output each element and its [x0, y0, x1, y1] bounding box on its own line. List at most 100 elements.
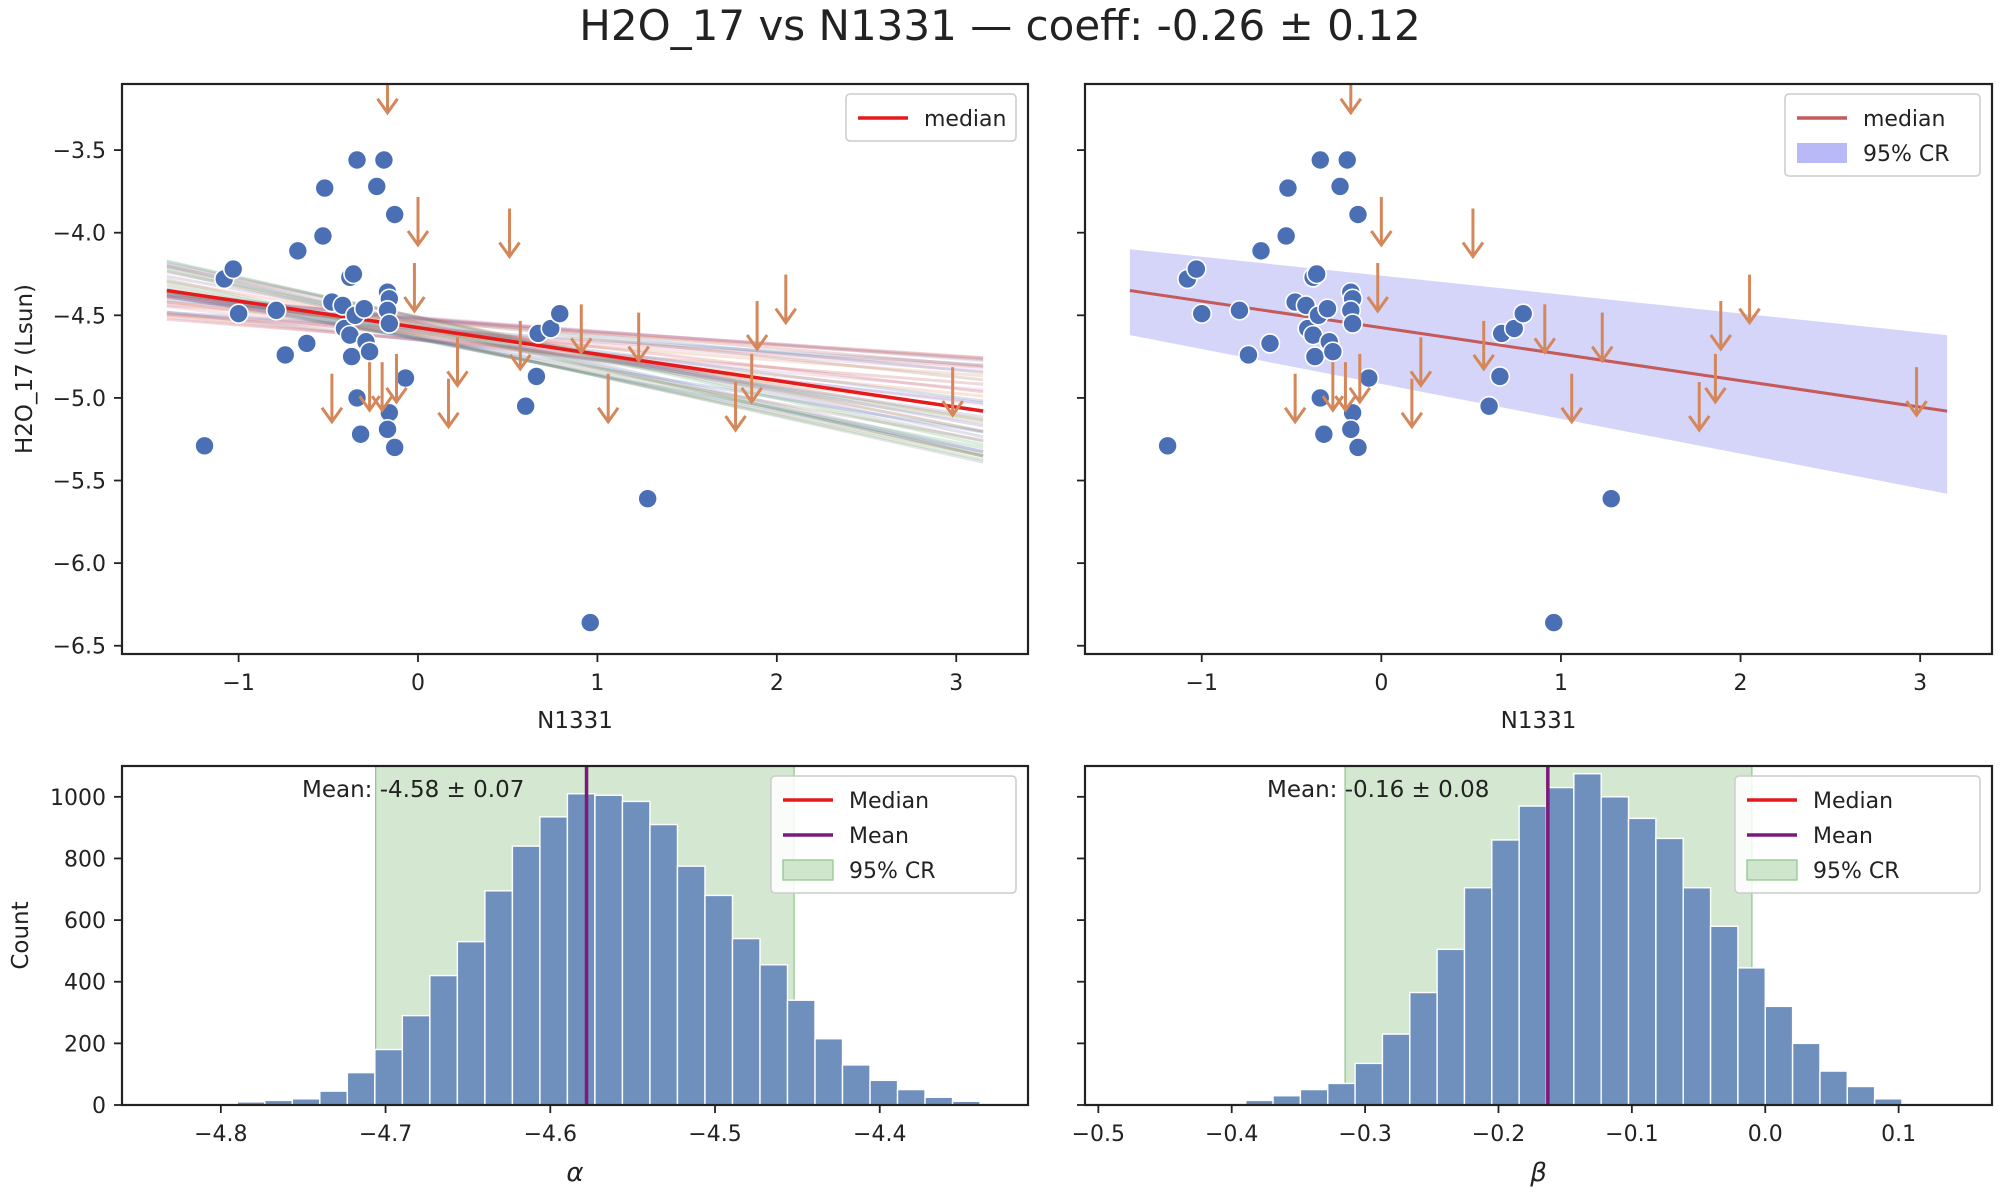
detection-point: [1329, 176, 1351, 197]
posterior-sample-line: [166, 264, 984, 434]
detection-point: [515, 395, 536, 417]
histogram-bar: [786, 999, 816, 1106]
top-right-xtick-label: 1: [1554, 671, 1568, 696]
histogram-bar: [1381, 1033, 1411, 1106]
upper-limit-arrow-head: [385, 387, 408, 405]
detection-point: [379, 313, 400, 334]
bottom-left-ylabel: Count: [8, 901, 34, 969]
top-left-plot-area: [166, 84, 984, 633]
histogram-bar: [1737, 967, 1766, 1106]
detection-point: [1503, 318, 1525, 339]
detection-point: [346, 149, 368, 171]
upper-limit-arrow-head: [1688, 415, 1711, 433]
histogram-bar: [1764, 1005, 1794, 1106]
posterior-sample-line: [166, 265, 984, 456]
upper-limit-arrow-head: [1461, 241, 1485, 260]
top-left-xtick-label: 3: [949, 671, 963, 696]
detection-point: [526, 366, 547, 387]
histogram-bar: [429, 974, 459, 1106]
bottom-left-ytick-label: 800: [64, 847, 106, 872]
detection-point: [341, 346, 362, 367]
upper-limit-arrow-head: [1709, 334, 1733, 352]
histogram-bar: [896, 1088, 926, 1106]
histogram-bar: [1409, 991, 1438, 1106]
upper-limit-arrow-head: [446, 370, 469, 388]
detection-point: [1358, 367, 1380, 389]
bottom-left-annotation: Mean: -4.58 ± 0.07: [302, 777, 524, 803]
bottom-right-xtick-label: −0.2: [1472, 1122, 1525, 1147]
detection-point: [1157, 435, 1178, 457]
bottom-right-legend-swatch: [1746, 859, 1798, 881]
bottom-left-ytick-label: 200: [64, 1032, 106, 1057]
top-right-xlabel: N1331: [1501, 708, 1577, 734]
top-left-xtick-label: 1: [590, 671, 604, 696]
posterior-sample-line: [166, 290, 984, 450]
detection-point: [1309, 149, 1331, 171]
histogram-bar: [374, 1048, 404, 1106]
posterior-sample-line: [166, 294, 984, 368]
histogram-bar: [1682, 887, 1712, 1106]
bottom-right-xtick-label: 0.0: [1748, 1122, 1783, 1147]
detection-point: [274, 344, 296, 366]
detection-point: [384, 204, 405, 225]
median-line: [166, 288, 984, 413]
bottom-left-frame: [120, 764, 1030, 1107]
histogram-bar: [676, 865, 706, 1106]
posterior-sample-line: [166, 287, 984, 453]
bottom-right-xtick-label: −0.3: [1338, 1122, 1391, 1147]
posterior-sample-line: [166, 294, 984, 403]
histogram-bar: [401, 1014, 431, 1106]
detection-point: [265, 300, 287, 321]
upper-limit-arrow-head: [1560, 406, 1583, 425]
top-left-xlabel: N1331: [537, 708, 613, 734]
upper-limit-arrow-head: [376, 97, 399, 116]
bottom-right-xtick-label: −0.1: [1605, 1122, 1658, 1147]
posterior-sample-line: [166, 310, 984, 405]
bottom-right-panel: −0.5 −0.4 −0.3 −0.2 −0.1 0.0 0.1 β Mean: -0.16 ±…: [1072, 764, 1994, 1188]
upper-limit-arrow-head: [1905, 400, 1928, 418]
bottom-left-legend-label: 95% CR: [849, 859, 936, 884]
bottom-left-ytick-label: 400: [64, 971, 106, 996]
upper-limit-arrow-head: [403, 296, 426, 314]
upper-limit-arrow-head: [740, 387, 763, 405]
histogram-bar: [1545, 786, 1575, 1106]
top-right-xtick-label: 2: [1734, 671, 1748, 696]
posterior-sample-line: [166, 283, 984, 458]
top-right-legend-label: 95% CR: [1863, 142, 1950, 167]
detection-point: [346, 387, 368, 409]
histogram-bar: [869, 1079, 899, 1106]
detection-point: [1600, 488, 1622, 509]
top-right-frame: [1083, 82, 1994, 656]
histogram-bar: [841, 1064, 871, 1106]
top-left-panel: −1 0 1 2 3 −3.5 −4.0 −4.5 −5.0 −5.5 −6.0 −6.5 N1331 H…: [12, 82, 1030, 734]
detection-point: [287, 240, 309, 262]
top-right-xtick-label: −1: [1186, 671, 1218, 696]
upper-limit-arrow-head: [1370, 230, 1393, 248]
upper-limit-arrow-head: [941, 400, 964, 418]
bottom-left-xtick-label: −4.8: [194, 1122, 247, 1147]
top-left-frame: [120, 82, 1030, 656]
upper-limit-arrow-head: [1472, 353, 1495, 372]
upper-limit-arrow-head: [1591, 345, 1614, 364]
top-left-ytick-label: −3.5: [53, 139, 106, 164]
detection-point: [1340, 419, 1362, 440]
detection-point: [1489, 366, 1511, 387]
detection-point: [296, 333, 318, 354]
detection-point: [1347, 204, 1369, 225]
posterior-sample-line: [166, 304, 984, 361]
histogram-bar: [539, 816, 569, 1106]
detection-point: [1304, 346, 1326, 367]
posterior-sample-line: [166, 290, 984, 425]
bottom-left-legend-label: Mean: [849, 824, 909, 849]
detection-point: [1347, 437, 1369, 458]
posterior-sample-line: [166, 302, 984, 360]
upper-limit-arrow-head: [1339, 97, 1363, 116]
top-left-ytick-label: −6.5: [53, 635, 106, 660]
upper-limit-arrow-head: [370, 395, 394, 413]
detection-point: [1317, 298, 1338, 319]
upper-limit-arrow-head: [509, 353, 532, 372]
upper-limit-arrow-head: [1334, 395, 1357, 413]
posterior-sample-line: [166, 264, 984, 454]
detection-point: [353, 298, 375, 319]
